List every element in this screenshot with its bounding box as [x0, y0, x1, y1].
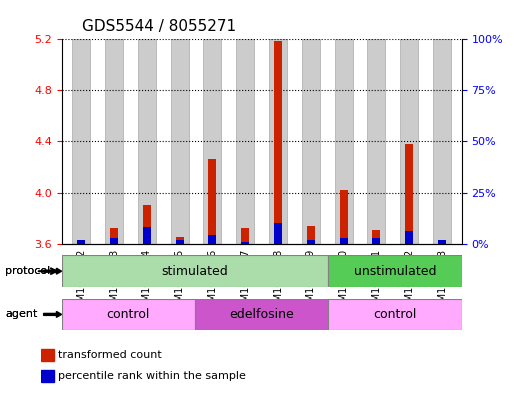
FancyBboxPatch shape: [62, 255, 328, 287]
Bar: [405, 144, 413, 244]
Text: protocol: protocol: [5, 266, 50, 276]
Bar: [204, 39, 222, 244]
Bar: [41, 370, 54, 382]
Text: control: control: [107, 308, 150, 321]
Text: unstimulated: unstimulated: [354, 264, 436, 278]
Bar: [171, 39, 189, 244]
Bar: [138, 39, 156, 244]
Bar: [208, 235, 216, 244]
Bar: [372, 237, 381, 244]
Bar: [405, 231, 413, 244]
FancyBboxPatch shape: [195, 299, 328, 330]
FancyBboxPatch shape: [62, 299, 195, 330]
Bar: [175, 240, 184, 244]
Text: GDS5544 / 8055271: GDS5544 / 8055271: [82, 19, 235, 34]
Bar: [72, 39, 90, 244]
Bar: [438, 240, 446, 244]
Text: agent: agent: [5, 309, 37, 320]
Text: control: control: [373, 308, 417, 321]
Bar: [274, 223, 282, 244]
Bar: [236, 39, 254, 244]
Bar: [274, 40, 282, 244]
Bar: [372, 230, 381, 244]
Bar: [175, 237, 184, 244]
Text: edelfosine: edelfosine: [229, 308, 294, 321]
Bar: [105, 39, 123, 244]
Bar: [41, 349, 54, 361]
Text: protocol: protocol: [5, 266, 50, 276]
Bar: [110, 228, 118, 244]
Bar: [143, 205, 151, 244]
Bar: [400, 39, 418, 244]
Bar: [340, 237, 348, 244]
Bar: [433, 39, 451, 244]
Bar: [241, 228, 249, 244]
Bar: [77, 242, 85, 244]
Bar: [340, 190, 348, 244]
FancyBboxPatch shape: [328, 299, 462, 330]
Bar: [241, 242, 249, 244]
Bar: [269, 39, 287, 244]
Text: transformed count: transformed count: [58, 350, 162, 360]
Text: stimulated: stimulated: [162, 264, 228, 278]
FancyBboxPatch shape: [328, 255, 462, 287]
Bar: [307, 240, 315, 244]
Bar: [302, 39, 320, 244]
Bar: [334, 39, 352, 244]
Text: percentile rank within the sample: percentile rank within the sample: [58, 371, 246, 381]
Bar: [143, 227, 151, 244]
Bar: [438, 240, 446, 244]
Bar: [208, 160, 216, 244]
Bar: [110, 237, 118, 244]
Bar: [367, 39, 385, 244]
Bar: [77, 240, 85, 244]
Text: agent: agent: [5, 309, 37, 320]
Bar: [307, 226, 315, 244]
